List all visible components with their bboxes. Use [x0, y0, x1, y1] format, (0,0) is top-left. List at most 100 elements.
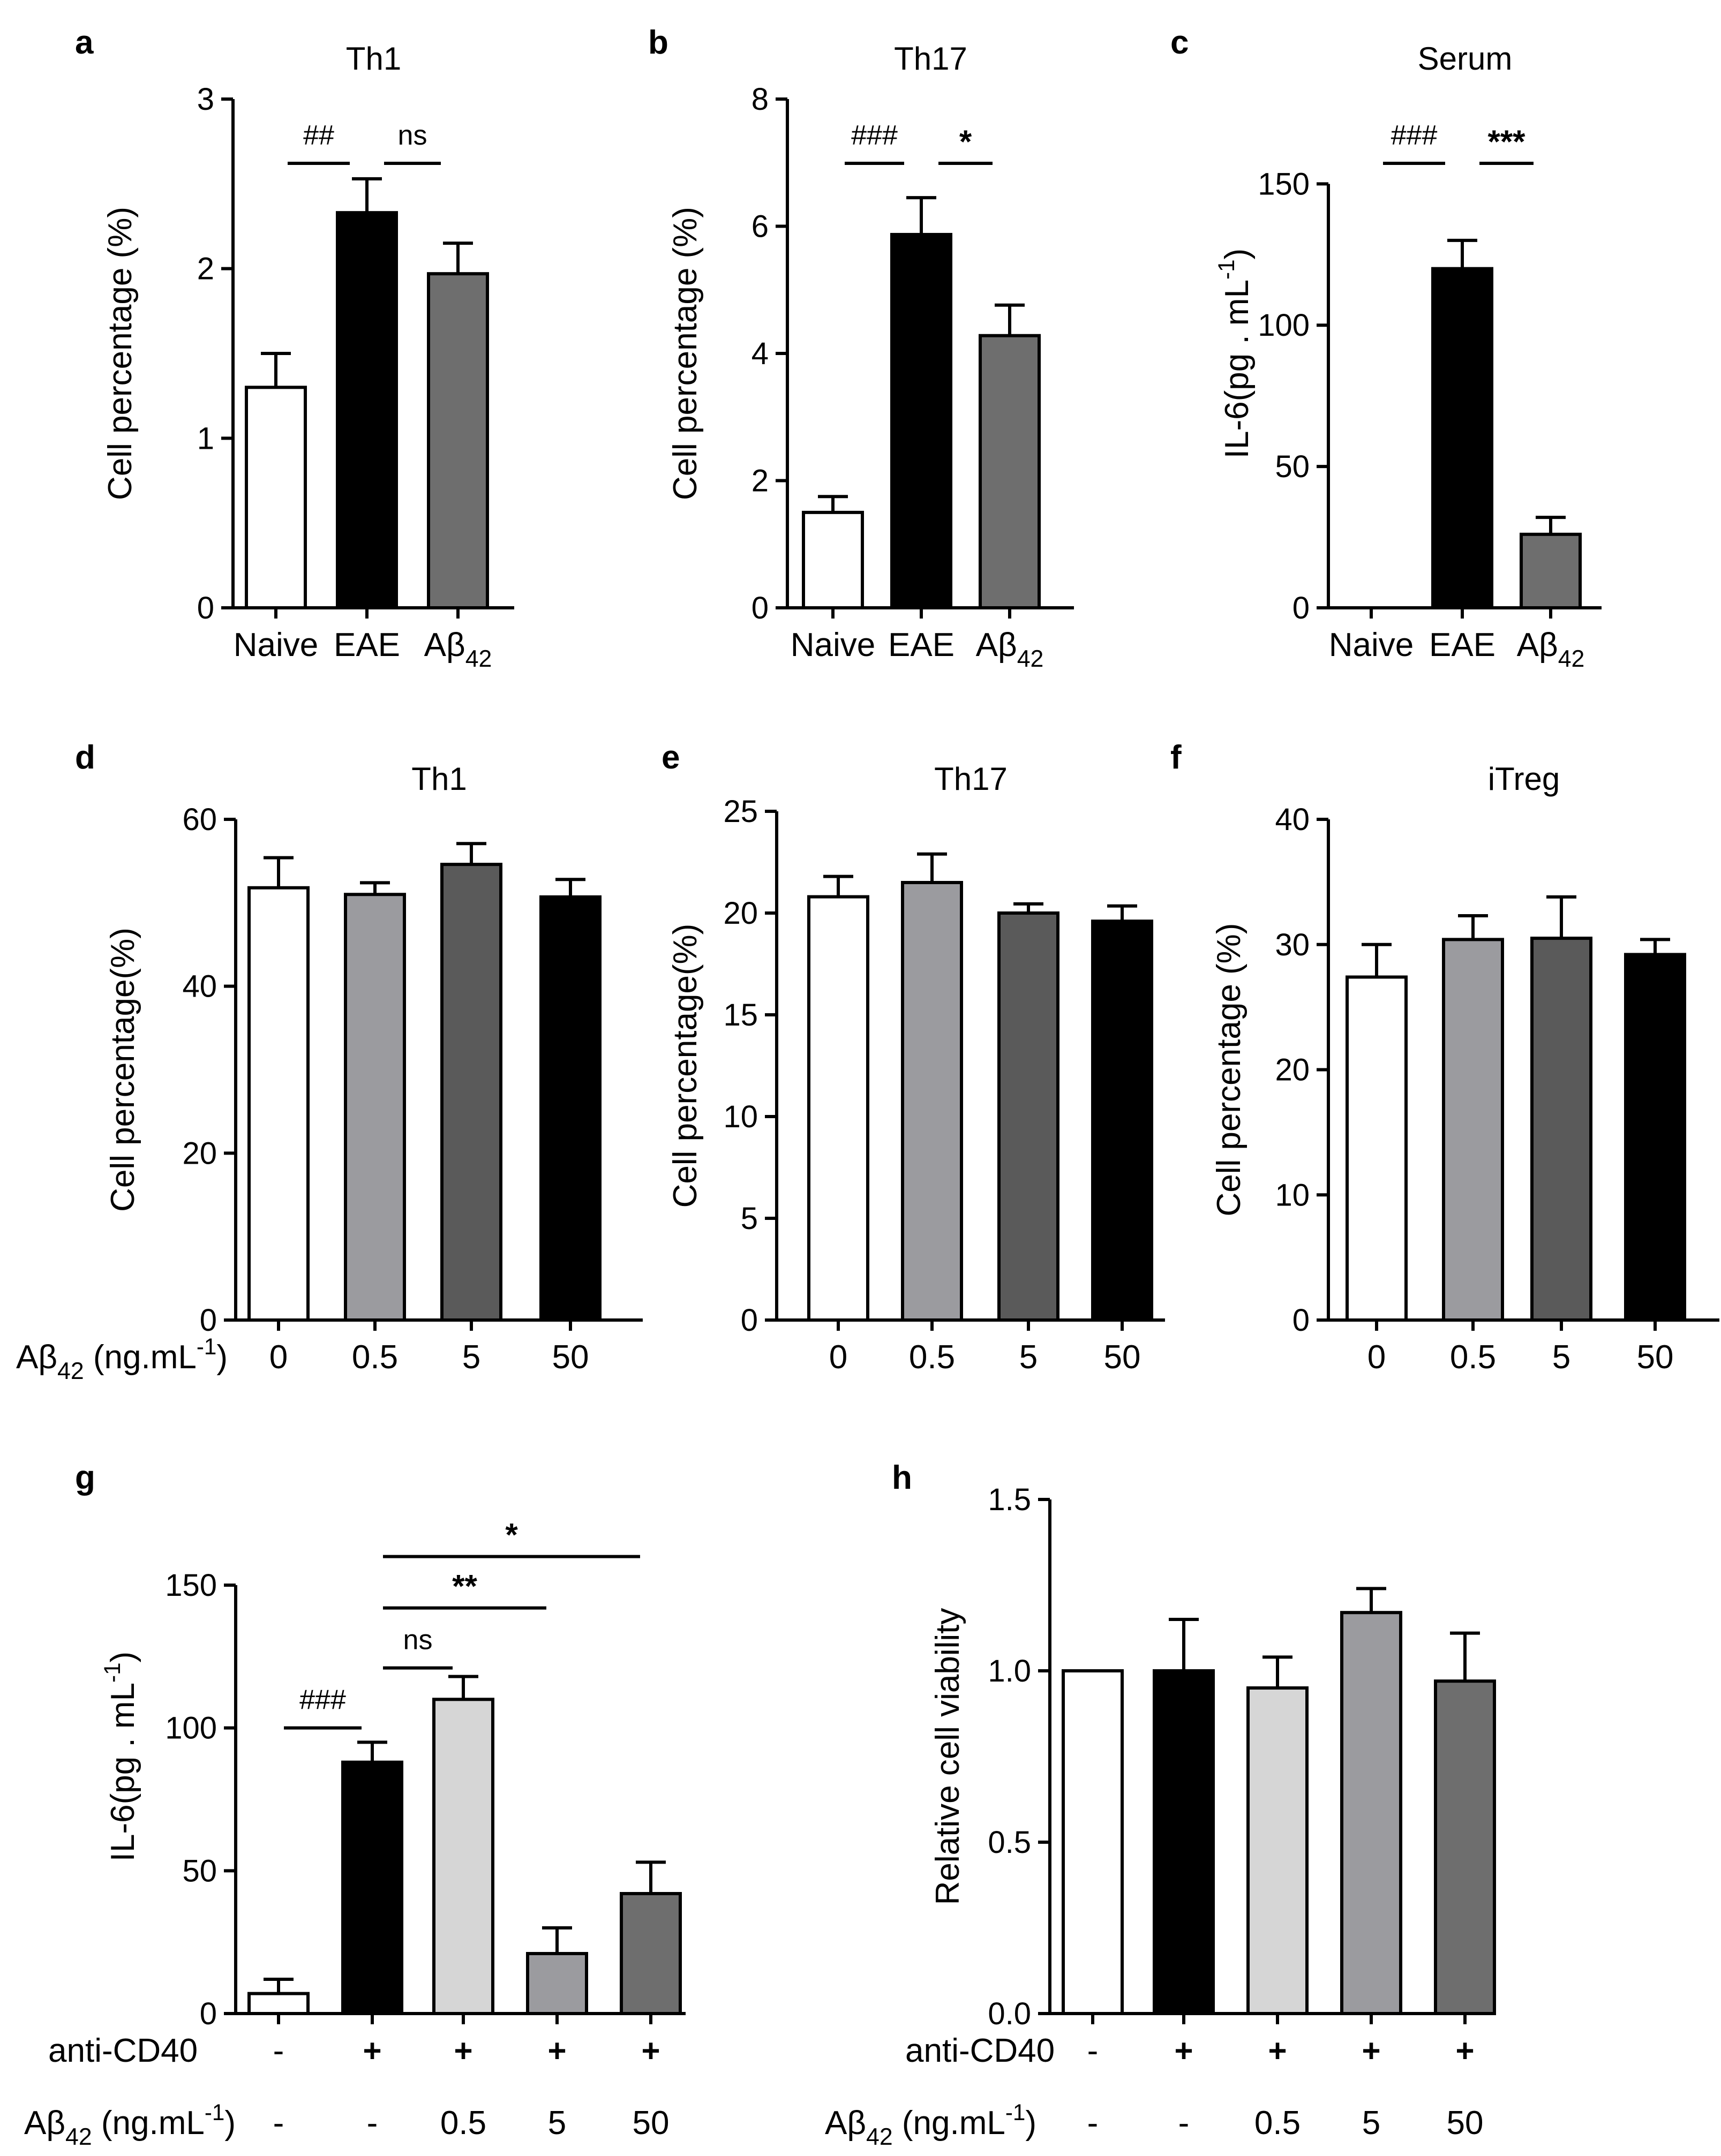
panel-title: Serum — [1418, 41, 1513, 77]
x-tick-label: Aβ42​ — [424, 627, 492, 672]
y-axis-label: Cell percentage (%) — [1211, 923, 1247, 1217]
bar — [432, 1698, 494, 2015]
bar — [247, 886, 310, 1322]
x-tick-label: Naive — [234, 627, 319, 664]
x-axis-label: Aβ42​ (ng.mL-1) — [16, 1334, 228, 1384]
x-tick-label: 5 — [1019, 1339, 1038, 1376]
bar — [1246, 1686, 1309, 2015]
row-cell: - — [1178, 2105, 1190, 2142]
bar — [1434, 1679, 1496, 2015]
row-label: anti-CD40 — [905, 2032, 1055, 2069]
bar — [620, 1892, 682, 2015]
panel-f: f iTreg 0 10 20 30 40 Cell percentage (%) 0 0.5 5 5… — [1170, 739, 1719, 1376]
y-tick-label: 15 — [723, 998, 758, 1032]
x-tick-label: Naive — [1329, 627, 1414, 664]
bar — [245, 386, 307, 609]
bar — [1340, 1611, 1402, 2015]
bar — [440, 863, 502, 1322]
x-tick-label: 50 — [552, 1339, 589, 1376]
bar — [1530, 937, 1592, 1322]
row-cell: - — [273, 2105, 284, 2142]
bar — [1346, 975, 1408, 1322]
x-tick-label: 0 — [829, 1339, 847, 1376]
y-tick-label: 3 — [197, 82, 214, 117]
bar — [1091, 919, 1153, 1322]
panel-label: d — [75, 739, 95, 776]
row-cell: - — [1087, 2032, 1099, 2069]
row-cell: 0.5 — [1254, 2105, 1301, 2142]
y-tick-label: 6 — [751, 209, 769, 244]
panel-title: Th1 — [411, 761, 467, 797]
significance-label: ### — [299, 1685, 346, 1716]
significance-label: ns — [403, 1625, 433, 1656]
bar — [1431, 267, 1493, 609]
panel-label: c — [1170, 24, 1189, 61]
y-tick-label: 8 — [751, 82, 769, 117]
y-axis-label: Cell percentage (%) — [667, 207, 704, 500]
row-cell: + — [1455, 2033, 1474, 2069]
bar — [1624, 953, 1686, 1322]
x-tick-label: EAE — [334, 627, 400, 664]
row-cell: + — [454, 2033, 472, 2069]
x-tick-label: 50 — [1637, 1339, 1674, 1376]
y-axis-label: Cell percentage (%) — [102, 207, 139, 500]
y-tick-label: 50 — [182, 1853, 217, 1888]
y-tick-label: 40 — [1275, 802, 1310, 837]
significance-label: *** — [1487, 124, 1525, 160]
x-tick-label: EAE — [1429, 627, 1495, 664]
row-cell: 5 — [1362, 2105, 1380, 2142]
panel-label: h — [892, 1459, 912, 1496]
x-tick-label: 5 — [1552, 1339, 1570, 1376]
significance-label: * — [959, 124, 972, 160]
x-tick-label: Naive — [791, 627, 876, 664]
y-tick-label: 50 — [1275, 449, 1310, 484]
panel-d: d Th1 0 20 40 60 Cell percentage(%) 0 0.5 5 50 Aβ42… — [16, 739, 643, 1384]
y-tick-label: 2 — [751, 464, 769, 499]
bar — [341, 1760, 403, 2016]
y-tick-label: 20 — [182, 1136, 217, 1171]
y-tick-label: 1.0 — [988, 1654, 1031, 1688]
panel-a: a Th1 0 1 2 3 Cell percentage (%) Naive EAE Aβ42​… — [75, 24, 514, 672]
y-tick-label: 0 — [751, 591, 769, 625]
y-axis-label: Relative cell viability — [929, 1608, 966, 1905]
bar — [539, 895, 602, 1322]
x-tick-label: Aβ42​ — [976, 627, 1044, 672]
panel-e: e Th17 0 5 10 15 20 25 Cell percentage(%) 0 0.5 5 50 — [662, 739, 1165, 1376]
y-tick-label: 5 — [741, 1201, 758, 1236]
bar — [890, 232, 952, 609]
x-tick-label: Aβ42​ — [1517, 627, 1585, 672]
panel-label: b — [648, 24, 668, 61]
row-cell: - — [367, 2105, 378, 2142]
y-tick-label: 40 — [182, 969, 217, 1004]
y-tick-label: 0 — [200, 1996, 217, 2031]
panel-c: c Serum 0 50 100 150 IL-6(pg . mL-1) Naive EAE Aβ… — [1170, 24, 1602, 672]
row-cell: + — [1268, 2033, 1287, 2069]
x-tick-label: EAE — [888, 627, 955, 664]
panel-title: Th17 — [894, 41, 967, 77]
y-tick-label: 2 — [197, 252, 214, 287]
row-cell: 50 — [633, 2105, 670, 2142]
y-tick-label: 0 — [741, 1303, 758, 1338]
significance-label: ### — [851, 120, 898, 151]
bar — [427, 272, 489, 609]
x-tick-label: 0 — [269, 1339, 288, 1376]
row-label: anti-CD40 — [48, 2032, 198, 2069]
y-tick-label: 20 — [1275, 1053, 1310, 1088]
bar — [526, 1952, 588, 2015]
panel-label: a — [75, 24, 94, 61]
row-cell: + — [363, 2033, 381, 2069]
y-tick-label: 30 — [1275, 928, 1310, 962]
y-tick-label: 0 — [1292, 591, 1310, 625]
row-cell: 0.5 — [440, 2105, 486, 2142]
x-tick-label: 5 — [462, 1339, 480, 1376]
y-tick-label: 0 — [200, 1303, 217, 1338]
y-axis-label: IL-6(pg . mL-1) — [100, 1652, 141, 1861]
bar — [336, 211, 398, 609]
significance-label: ns — [398, 120, 427, 151]
y-tick-label: 150 — [165, 1568, 217, 1603]
x-tick-label: 0 — [1367, 1339, 1386, 1376]
x-tick-label: 0.5 — [909, 1339, 955, 1376]
row-cell: - — [1087, 2105, 1099, 2142]
bar — [1153, 1669, 1215, 2015]
